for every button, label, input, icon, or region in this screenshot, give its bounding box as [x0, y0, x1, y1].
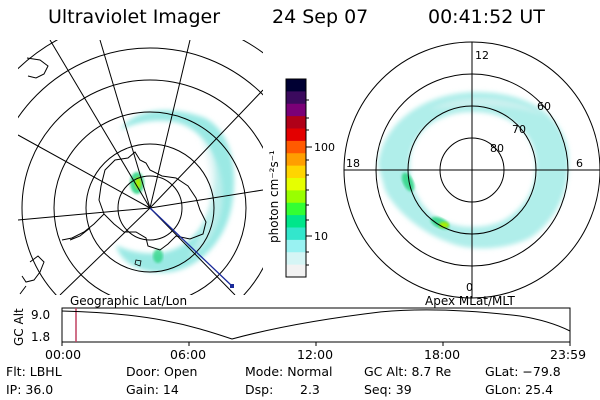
mlat-label-80: 80: [490, 142, 504, 155]
mlat-label-70: 70: [512, 123, 526, 136]
timeline-ytick-9: 9.0: [31, 308, 50, 322]
status-dsp-label: Dsp:: [245, 382, 274, 397]
colorbar-band: [286, 128, 306, 142]
mlat-label-60: 60: [537, 100, 551, 113]
africa-coastline: [26, 57, 49, 79]
colorbar-tick-100: 100: [314, 141, 335, 154]
status-glat: GLat: −79.8: [485, 364, 561, 379]
mlt-label-12: 12: [475, 49, 489, 62]
colorbar-band: [286, 91, 306, 105]
colorbar-band: [286, 215, 306, 229]
colorbar-band: [286, 252, 306, 266]
south-america-coastline: [19, 255, 45, 295]
antarctica-coastline: [98, 151, 207, 251]
timeline-xtick-0600: 06:00: [170, 347, 207, 362]
status-door: Door: Open: [126, 364, 198, 379]
instrument-title: Ultraviolet Imager: [48, 6, 221, 28]
left-map-caption: Geographic Lat/Lon: [70, 294, 188, 308]
colorbar-band: [286, 140, 306, 154]
aurora-oval-geo: [116, 110, 235, 273]
status-glon: GLon: 25.4: [485, 382, 554, 397]
altitude-timeline: GC Alt 9.0 1.8: [12, 307, 571, 346]
small-island: [134, 259, 142, 267]
status-ip: IP: 36.0: [6, 382, 54, 397]
colorbar-band: [286, 165, 306, 179]
colorbar-unit-label: photon cm⁻²s⁻¹: [267, 150, 281, 243]
colorbar-band: [286, 190, 306, 204]
colorbar-band: [286, 202, 306, 216]
orbit-track: [149, 207, 233, 287]
peninsula-coastline: [61, 213, 105, 241]
timeline-axis-label: GC Alt: [12, 308, 26, 346]
timeline-ytick-1.8: 1.8: [31, 330, 50, 344]
colorbar: 100 10 photon cm⁻²s⁻¹: [267, 78, 335, 278]
colorbar-band: [286, 264, 306, 278]
meridians: [18, 40, 263, 295]
colorbar-band: [286, 103, 306, 117]
colorbar-band: [286, 227, 306, 241]
status-dsp-value: 2.3: [300, 382, 320, 397]
lat-circles: [18, 40, 263, 295]
mlt-label-0: 0: [466, 281, 473, 294]
apex-polar-map: 12 18 6 0 60 70 80: [343, 41, 600, 299]
aurora-oval-apex: [378, 91, 569, 249]
mlt-label-6: 6: [576, 157, 583, 170]
colorbar-band: [286, 239, 306, 253]
colorbar-band: [286, 153, 306, 167]
status-seq: Seq: 39: [364, 382, 412, 397]
mlt-label-18: 18: [346, 157, 360, 170]
time-label: 00:41:52 UT: [428, 6, 545, 28]
colorbar-strip: [286, 79, 306, 278]
colorbar-band: [286, 116, 306, 130]
timeline-xtick-1200: 12:00: [297, 347, 334, 362]
status-gain: Gain: 14: [126, 382, 179, 397]
altitude-trace: [61, 309, 571, 340]
timeline-xtick-1800: 18:00: [424, 347, 461, 362]
right-map-caption: Apex MLat/MLT: [425, 294, 515, 308]
status-mode: Mode: Normal: [245, 364, 333, 379]
colorbar-band: [286, 178, 306, 191]
status-gc-alt: GC Alt: 8.7 Re: [364, 364, 452, 379]
timeline-xtick-2359: 23:59: [550, 347, 587, 362]
orbit-marker: [230, 284, 234, 288]
colorbar-band: [286, 79, 306, 92]
geographic-map: [18, 40, 263, 295]
colorbar-tick-10: 10: [314, 230, 328, 243]
timeline-xtick-0000: 00:00: [45, 347, 82, 362]
mlt-axes: [344, 42, 600, 298]
date-label: 24 Sep 07: [272, 6, 369, 28]
status-filter: Flt: LBHL: [6, 364, 62, 379]
